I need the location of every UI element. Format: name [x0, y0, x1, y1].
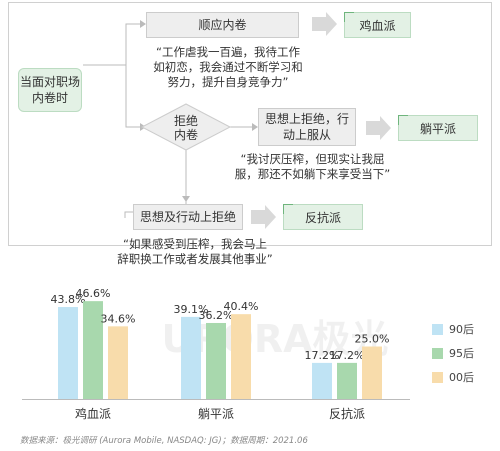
bar-00-1 [108, 326, 128, 399]
reject-mind-label: 思想上拒绝，行 动上服从 [264, 112, 349, 142]
follow-node: 顺应内卷 [146, 12, 299, 38]
data-label-00-2: 40.4% [224, 300, 259, 313]
decision-diamond [140, 103, 232, 151]
chicken-blood-tag: 鸡血派 [344, 12, 411, 38]
legend-label-95: 95后 [449, 347, 474, 360]
data-label-95-3: 17.2% [330, 349, 365, 362]
bar-95-1 [83, 301, 103, 399]
legend-item-90: 90后 [432, 321, 474, 337]
reject-both-node: 思想及行动上拒绝 [133, 204, 243, 230]
legend-label-90: 90后 [449, 323, 474, 336]
connector-arrowhead [182, 196, 190, 202]
data-label-90-1: 43.8% [51, 293, 86, 306]
connector-arrowhead [252, 123, 258, 131]
footer-source: 数据来源：极光调研 (Aurora Mobile, NASDAQ: JG)；数据… [20, 436, 308, 446]
legend-label-00: 00后 [449, 371, 474, 384]
quote-lying: “我讨厌压榨，但现实让我屈 服，那还不如躺下来享受当下” [234, 152, 391, 181]
lying-flat-tag-label: 躺平派 [419, 121, 456, 136]
data-label-95-2: 36.2% [199, 309, 234, 322]
reject-both-label: 思想及行动上拒绝 [139, 210, 236, 224]
start-node: 当面对职场 内卷时 [18, 68, 82, 112]
lying-flat-tag: 躺平派 [398, 115, 478, 141]
legend-item-00: 00后 [432, 369, 474, 385]
x-tick-label-1: 鸡血派 [75, 406, 111, 421]
decision-label: 拒绝 内卷 [173, 114, 198, 142]
bar-90-1 [58, 307, 78, 399]
quote-follow: “工作虐我一百遍，我待工作 如初恋，我会通过不断学习和 努力，提升自身竞争力” [153, 45, 303, 89]
bar-95-2 [206, 322, 226, 399]
bar-95-3 [337, 362, 357, 399]
flowchart-frame [8, 2, 492, 246]
result-arrow [366, 116, 391, 140]
follow-node-label: 顺应内卷 [198, 18, 247, 32]
reject-mind-node: 思想上拒绝，行 动上服从 [258, 108, 356, 146]
bar-00-3 [362, 346, 382, 399]
data-label-95-1: 46.6% [76, 287, 111, 300]
legend-swatch-00 [432, 371, 443, 383]
connector-to-follow [83, 23, 140, 66]
data-label-90-3: 17.2% [305, 349, 340, 362]
legend-item-95: 95后 [432, 345, 474, 361]
resist-tag: 反抗派 [283, 204, 363, 230]
bar-00-2 [231, 314, 251, 399]
bar-90-2 [181, 316, 201, 399]
legend-swatch-90 [432, 323, 443, 335]
quote-resist: “如果感受到压榨，我会马上 辞职换工作或者发展其他事业” [117, 237, 273, 266]
start-node-label: 当面对职场 内卷时 [19, 75, 80, 105]
resist-tag-label: 反抗派 [304, 210, 341, 225]
bar-90-3 [312, 362, 332, 399]
data-label-00-1: 34.6% [101, 312, 136, 325]
legend-swatch-95 [432, 347, 443, 359]
result-arrow [251, 205, 276, 229]
connector-to-decision [125, 65, 140, 128]
data-label-00-3: 25.0% [355, 333, 390, 346]
chicken-blood-tag-label: 鸡血派 [359, 18, 396, 33]
x-tick-label-2: 躺平派 [198, 406, 234, 421]
connector-arrowhead [140, 20, 146, 28]
data-label-90-2: 39.1% [174, 303, 209, 316]
x-tick-label-3: 反抗派 [329, 406, 365, 421]
result-arrow [312, 12, 337, 36]
